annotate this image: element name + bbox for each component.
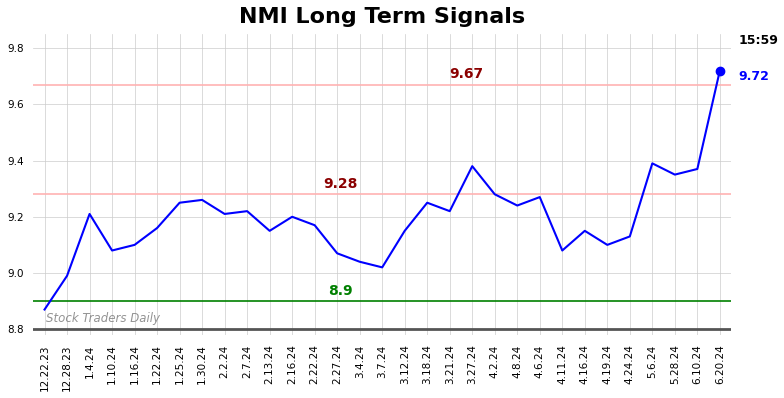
Text: 15:59: 15:59 xyxy=(738,34,778,47)
Text: Stock Traders Daily: Stock Traders Daily xyxy=(46,312,161,325)
Title: NMI Long Term Signals: NMI Long Term Signals xyxy=(239,7,525,27)
Text: 9.67: 9.67 xyxy=(449,67,483,81)
Text: 8.9: 8.9 xyxy=(328,284,353,298)
Text: 9.28: 9.28 xyxy=(323,177,358,191)
Text: 9.72: 9.72 xyxy=(738,70,769,83)
